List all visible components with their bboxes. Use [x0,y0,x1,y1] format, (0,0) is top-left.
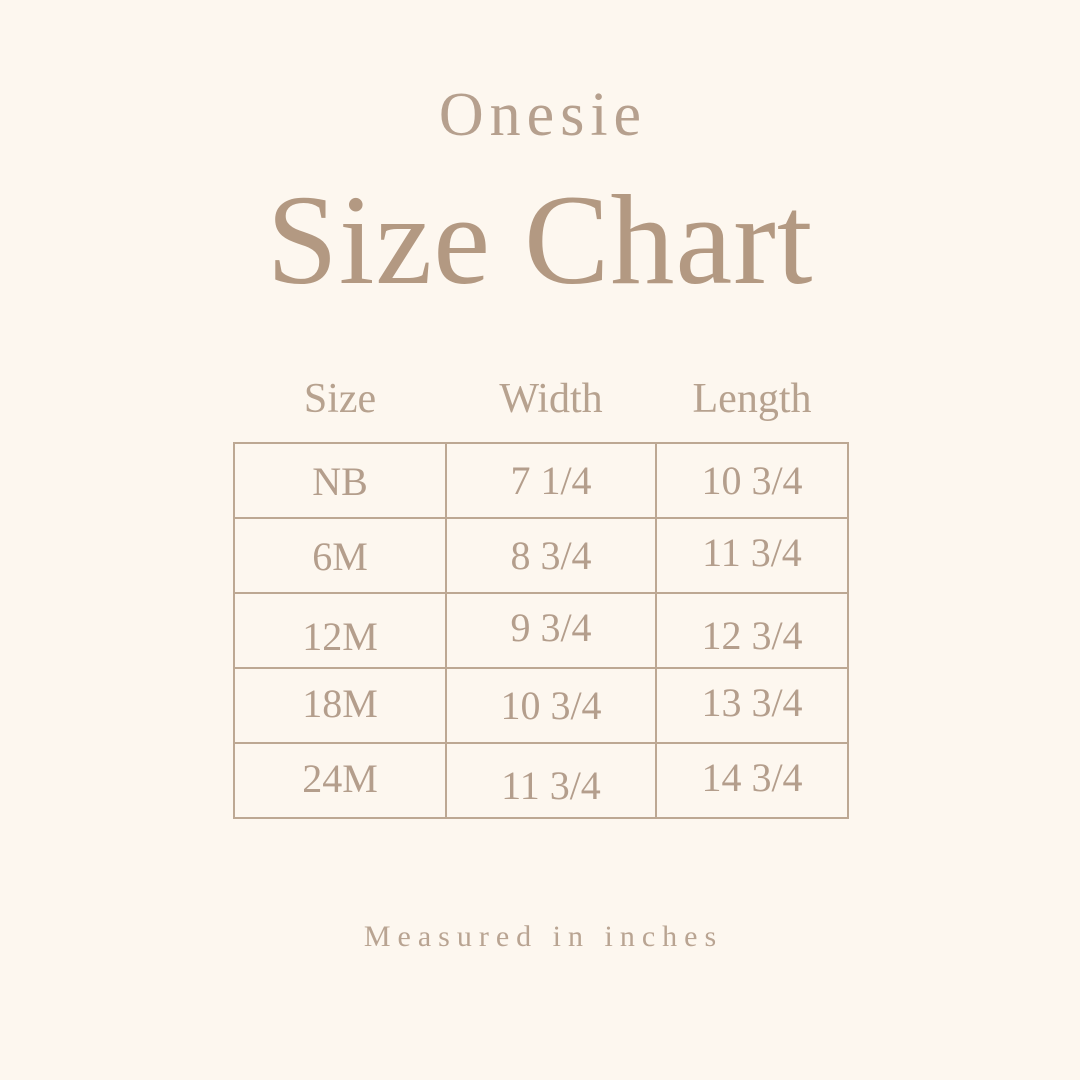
cell-value: 13 3/4 [701,679,803,725]
table-row: 12M 9 3/4 12 3/4 [233,592,849,670]
cell-value: 14 3/4 [701,754,803,800]
cell-width: 10 3/4 [445,667,657,744]
cell-value: 12 3/4 [701,612,803,658]
column-header-length: Length [692,376,812,422]
table-row: 18M 10 3/4 13 3/4 [233,667,849,745]
cell-value: 10 3/4 [500,682,602,728]
title-block: Onesie Size Chart [0,84,1080,304]
cell-size: 24M [233,743,447,820]
table-body: NB 7 1/4 10 3/4 6M 8 3/4 [233,442,849,820]
table-row: 6M 8 3/4 11 3/4 [233,517,849,595]
cell-size: 18M [233,668,447,745]
cell-value: 18M [302,680,378,726]
cell-value: 7 1/4 [510,457,592,503]
cell-value: NB [312,458,368,504]
cell-width: 9 3/4 [445,592,657,669]
product-name-heading: Onesie [438,81,648,149]
cell-size: 6M [233,518,447,595]
size-chart-table: Size Width Length NB 7 1/4 10 3/4 [233,378,849,820]
cell-value: 9 3/4 [510,604,592,650]
table-row: 24M 11 3/4 14 3/4 [233,742,849,820]
table-header-row: Size Width Length [234,378,848,443]
cell-value: 24M [302,755,378,801]
cell-value: 12M [302,613,378,659]
cell-length: 12 3/4 [655,592,849,669]
column-header-width: Width [499,376,603,422]
size-table-wrapper: Size Width Length NB 7 1/4 10 3/4 [233,378,849,820]
cell-value: 8 3/4 [510,532,592,578]
cell-length: 11 3/4 [655,517,849,594]
cell-value: 11 3/4 [501,762,601,808]
measurement-units-note: Measured in inches [363,920,724,953]
cell-width: 7 1/4 [445,442,657,519]
table-header: Size Width Length [234,378,848,443]
cell-size: 12M [233,593,447,670]
cell-length: 14 3/4 [655,742,849,819]
cell-value: 10 3/4 [701,457,803,503]
cell-value: 11 3/4 [702,529,802,575]
cell-value: 6M [312,533,368,579]
table-row: NB 7 1/4 10 3/4 [233,442,849,520]
page-title: Size Chart [266,169,814,311]
cell-length: 10 3/4 [655,442,849,519]
cell-length: 13 3/4 [655,667,849,744]
cell-width: 11 3/4 [445,742,657,819]
cell-size: NB [233,443,447,520]
cell-width: 8 3/4 [445,517,657,594]
column-header-size: Size [303,376,377,422]
